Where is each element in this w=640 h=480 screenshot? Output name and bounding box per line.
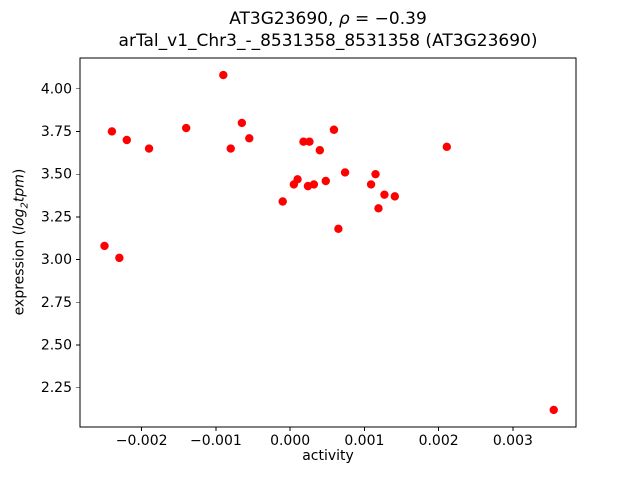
- y-axis-label: expression (log2tpm): [12, 169, 31, 316]
- data-point: [309, 180, 319, 189]
- y-tick-label: 3.75: [41, 124, 72, 140]
- y-tick-label: 3.25: [41, 209, 72, 225]
- chart-title: AT3G23690, ρ = −0.39: [80, 9, 576, 29]
- chart-subtitle: arTal_v1_Chr3_-_8531358_8531358 (AT3G236…: [118, 31, 538, 51]
- y-tick-label: 3.50: [41, 167, 72, 183]
- chart-title-gene: AT3G23690,: [229, 9, 339, 29]
- y-tick-label: 2.75: [41, 295, 72, 311]
- data-point: [122, 135, 131, 145]
- x-tick-label: 0.003: [493, 433, 533, 449]
- y-axis-label-log: log: [11, 208, 28, 230]
- data-point: [305, 137, 314, 146]
- axes-box: [79, 57, 577, 428]
- data-point: [340, 168, 350, 177]
- data-point: [293, 175, 302, 184]
- data-point: [390, 192, 400, 201]
- data-point: [144, 144, 154, 153]
- y-tick-label: 2.25: [41, 380, 72, 396]
- y-axis-label-unit: tpm: [11, 174, 28, 203]
- data-point: [237, 118, 247, 128]
- data-point: [371, 169, 380, 179]
- y-tick-label: 3.00: [41, 252, 72, 268]
- x-tick-label: 0.002: [419, 433, 459, 449]
- data-point: [442, 142, 452, 152]
- data-point: [549, 405, 558, 415]
- data-point: [366, 180, 376, 189]
- y-axis-label-sub: 2: [19, 202, 31, 209]
- data-point: [100, 241, 109, 251]
- data-point: [278, 197, 287, 206]
- data-point: [380, 190, 389, 199]
- x-tick-label: 0.001: [344, 433, 384, 449]
- data-point: [115, 253, 124, 263]
- data-point: [219, 70, 228, 80]
- data-point: [374, 204, 383, 213]
- data-point: [245, 134, 254, 143]
- data-point: [329, 125, 339, 134]
- y-tick-label: 4.00: [41, 81, 72, 97]
- data-point: [107, 127, 117, 136]
- x-axis-label: activity: [302, 448, 354, 464]
- data-point: [315, 146, 325, 155]
- data-point: [226, 144, 235, 153]
- data-point: [181, 123, 191, 133]
- y-axis-label-post: ): [11, 168, 28, 175]
- y-axis-label-pre: expression (: [11, 229, 28, 316]
- data-point: [334, 224, 343, 234]
- x-tick-label: 0.000: [270, 433, 310, 449]
- chart-title-rho-value: = −0.39: [349, 9, 427, 29]
- x-tick-label: −0.001: [190, 433, 242, 449]
- data-point: [321, 176, 330, 186]
- y-tick-label: 2.50: [41, 338, 72, 354]
- data-point: [299, 137, 308, 146]
- x-tick-label: −0.002: [116, 433, 168, 449]
- rho-symbol: ρ: [338, 9, 350, 29]
